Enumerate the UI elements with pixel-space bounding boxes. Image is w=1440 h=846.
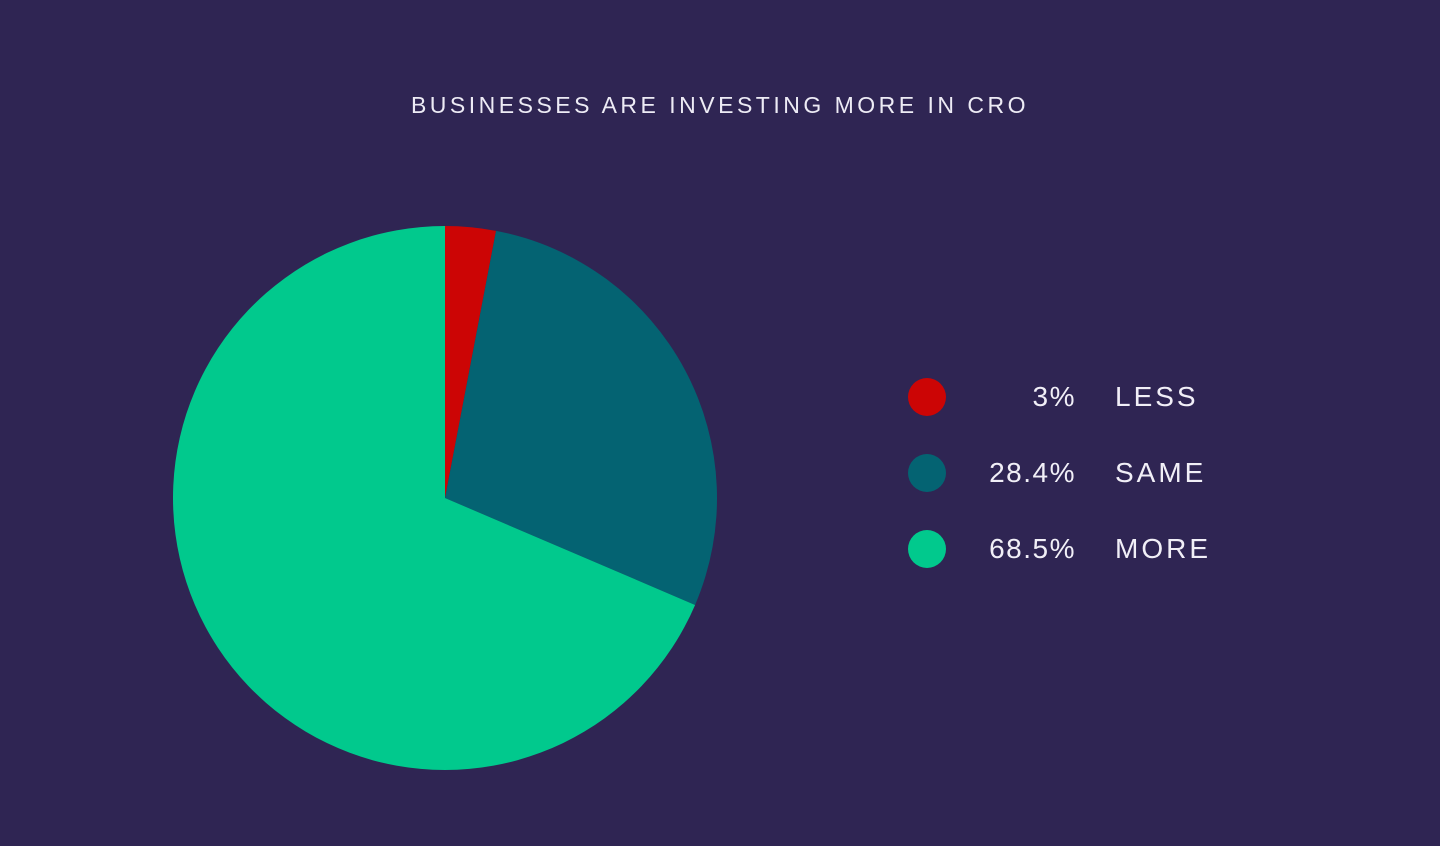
- legend-label-same: SAME: [1115, 457, 1207, 488]
- legend-label-less: LESS: [1115, 381, 1199, 412]
- legend-percent-same: 28.4%: [989, 457, 1076, 488]
- legend-row-more: 68.5% MORE: [908, 530, 1211, 568]
- legend-percent-more: 68.5%: [989, 533, 1076, 564]
- legend-row-same: 28.4% SAME: [908, 454, 1211, 492]
- legend-row-less: 3% LESS: [908, 378, 1211, 416]
- chart-title: BUSINESSES ARE INVESTING MORE IN CRO: [410, 92, 1030, 118]
- pie-slice-same: [445, 230, 717, 605]
- pie-slice-less: [445, 226, 497, 498]
- legend-swatch-more: [908, 530, 946, 568]
- legend-swatch-less: [908, 378, 946, 416]
- pie-chart: [173, 226, 717, 770]
- pie-slice-more: [173, 226, 696, 770]
- legend-percent-less: 3%: [1032, 381, 1076, 412]
- legend: 3% LESS 28.4% SAME 68.5% MORE: [908, 378, 1211, 606]
- legend-swatch-same: [908, 454, 946, 492]
- legend-label-more: MORE: [1115, 533, 1211, 564]
